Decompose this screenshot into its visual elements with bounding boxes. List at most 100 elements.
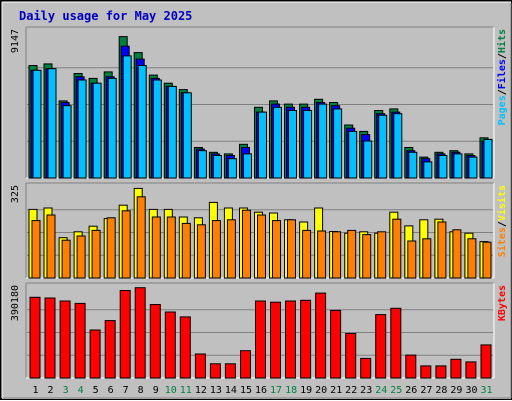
bar-kbytes-day-12 (194, 353, 206, 379)
bar-sites-day-23 (362, 234, 372, 279)
x-tick-label: 31 (480, 385, 492, 396)
bar-kbytes-day-2 (44, 297, 56, 379)
bar-pages-day-6 (107, 77, 117, 179)
x-tick-label: 26 (405, 385, 417, 396)
bar-sites-day-2 (46, 214, 56, 279)
bar-pages-day-10 (167, 85, 177, 179)
bar-pages-day-17 (273, 106, 282, 179)
bar-kbytes-day-22 (345, 333, 357, 379)
bar-sites-day-30 (467, 238, 477, 279)
y-axis-label-kbytes: KBytes (497, 285, 508, 321)
bar-pages-day-29 (453, 153, 463, 179)
x-tick-label: 19 (300, 385, 312, 396)
bar-pages-day-19 (303, 110, 313, 179)
bar-kbytes-day-4 (74, 302, 86, 379)
x-tick-label: 7 (123, 385, 129, 396)
bar-pages-day-7 (122, 55, 132, 179)
x-tick-label: 25 (390, 385, 402, 396)
y-max-label: 390180 (10, 285, 21, 321)
bar-pages-day-27 (423, 161, 433, 179)
x-tick-label: 30 (465, 385, 477, 396)
bar-kbytes-day-29 (450, 358, 462, 379)
y-axis-label: KBytes (497, 285, 508, 321)
bar-kbytes-day-21 (330, 309, 342, 379)
bar-pages-day-12 (197, 150, 207, 179)
panel-kbytes: 390180 KBytes (10, 282, 508, 379)
bar-pages-day-22 (348, 130, 358, 179)
bar-pages-day-26 (408, 151, 418, 179)
bar-kbytes-day-7 (119, 290, 131, 379)
bar-pages-day-23 (363, 140, 373, 179)
bar-pages-day-8 (137, 65, 147, 179)
bar-sites-day-29 (452, 229, 462, 279)
bar-kbytes-day-6 (104, 320, 116, 379)
y-axis-label-separator: / (497, 221, 508, 227)
bar-sites-day-14 (226, 219, 236, 279)
bar-sites-day-8 (136, 196, 146, 279)
bar-kbytes-day-20 (315, 292, 327, 379)
bar-pages-day-5 (92, 82, 102, 179)
x-tick-label: 9 (153, 385, 159, 396)
x-tick-label: 27 (420, 385, 432, 396)
bar-kbytes-day-3 (59, 300, 71, 379)
bar-sites-day-24 (377, 231, 387, 279)
bar-pages-day-4 (77, 79, 87, 179)
bar-pages-day-13 (212, 155, 222, 179)
x-tick-label: 20 (315, 385, 327, 396)
bar-kbytes-day-18 (285, 300, 296, 379)
y-max-label: 9147 (10, 29, 21, 53)
bar-kbytes-day-31 (480, 344, 492, 379)
bar-kbytes-day-9 (149, 304, 161, 379)
x-tick-label: 1 (32, 385, 38, 396)
bar-pages-day-24 (378, 114, 388, 179)
bar-kbytes-day-24 (375, 314, 387, 379)
y-max-label: 325 (10, 185, 21, 203)
bar-sites-day-25 (392, 218, 402, 279)
x-tick-labels: 1 2 3 4 5 6 7 8 9 10 11 12 13 14 15 16 17 18 19 20 21 22 23 24 2… (32, 385, 492, 396)
x-tick-label: 11 (180, 385, 192, 396)
x-tick-label: 23 (360, 385, 372, 396)
bar-pages-day-18 (288, 110, 297, 179)
x-tick-label: 21 (330, 385, 342, 396)
x-tick-label: 17 (270, 385, 282, 396)
bar-sites-day-20 (317, 230, 327, 279)
bar-kbytes-day-8 (134, 287, 146, 379)
bar-sites-day-31 (482, 241, 492, 279)
bar-pages-day-28 (438, 155, 448, 179)
bar-kbytes-day-23 (360, 357, 372, 379)
y-axis-label-visits: Visits (496, 185, 508, 221)
bar-sites-day-17 (272, 220, 281, 279)
x-tick-label: 13 (210, 385, 222, 396)
bar-pages-day-2 (47, 68, 57, 179)
bar-sites-day-10 (166, 216, 176, 279)
bar-pages-day-11 (182, 92, 192, 179)
y-axis-label-files: Files (496, 59, 508, 89)
bar-pages-day-1 (32, 69, 42, 179)
bar-sites-day-1 (31, 220, 41, 279)
x-tick-label: 14 (225, 385, 237, 396)
bar-pages-day-14 (227, 158, 237, 179)
bar-sites-day-16 (257, 214, 266, 279)
bar-sites-day-11 (181, 222, 191, 279)
bar-pages-day-30 (468, 156, 478, 179)
bar-kbytes-day-1 (29, 296, 41, 379)
bar-pages-day-15 (243, 153, 252, 179)
bar-pages-day-3 (62, 105, 72, 179)
chart-panels: 9147Pages/Files/Hits325Sites/Visits39018… (10, 26, 508, 379)
x-tick-label: 3 (63, 385, 69, 396)
bar-sites-day-26 (407, 240, 417, 279)
bar-sites-day-18 (287, 219, 296, 279)
bar-kbytes-day-28 (435, 365, 447, 379)
x-tick-label: 10 (165, 385, 177, 396)
x-tick-label: 16 (255, 385, 267, 396)
bar-kbytes-day-15 (240, 350, 251, 379)
bar-pages-day-16 (258, 111, 267, 179)
bar-pages-day-25 (393, 113, 403, 179)
x-tick-label: 28 (435, 385, 447, 396)
x-tick-label: 18 (285, 385, 297, 396)
bar-pages-day-31 (483, 138, 493, 179)
bar-sites-day-7 (121, 210, 131, 279)
bar-sites-day-3 (61, 239, 71, 279)
x-tick-label: 15 (240, 385, 252, 396)
